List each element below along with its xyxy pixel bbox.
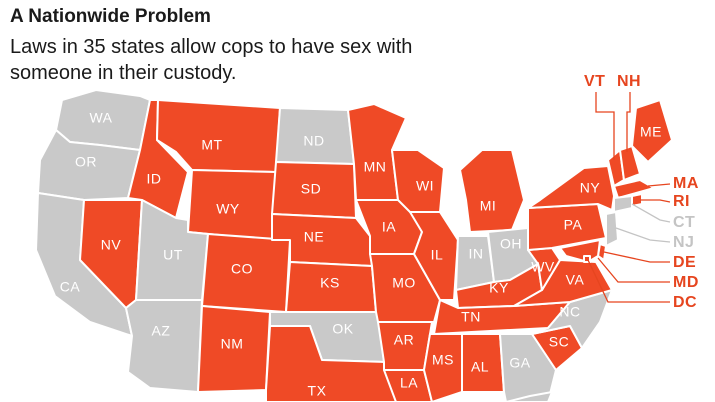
state-label-ga: GA <box>509 355 530 371</box>
state-label-ny: NY <box>580 180 601 196</box>
state-label-nd: ND <box>303 133 324 149</box>
state-label-pa: PA <box>564 217 583 233</box>
state-shape-nj <box>605 211 619 247</box>
map-subtitle: Laws in 35 states allow cops to have sex… <box>10 36 413 84</box>
state-label-va: VA <box>566 272 585 288</box>
state-label-ky: KY <box>489 280 509 296</box>
ext-label-de: DE <box>673 254 696 271</box>
state-shape-mi <box>459 149 525 233</box>
state-label-ia: IA <box>382 219 396 235</box>
state-label-oh: OH <box>500 236 522 252</box>
state-label-mo: MO <box>392 275 416 291</box>
state-shape-la <box>383 369 433 402</box>
leader-line-md <box>597 257 670 283</box>
state-label-ne: NE <box>304 229 324 245</box>
state-shape-me <box>631 99 673 163</box>
state-label-sc: SC <box>549 334 569 350</box>
leader-line-de <box>603 251 670 263</box>
leader-line-vt <box>595 92 615 160</box>
state-label-wv: WV <box>531 259 555 275</box>
state-label-ca: CA <box>60 279 81 295</box>
ext-label-dc: DC <box>673 294 697 311</box>
state-label-sd: SD <box>301 181 321 197</box>
state-label-wa: WA <box>89 110 112 126</box>
leader-line-nh <box>626 92 631 152</box>
leader-line-ri <box>640 199 671 203</box>
state-label-il: IL <box>431 247 444 263</box>
state-label-ok: OK <box>332 321 353 337</box>
ext-label-ma: MA <box>673 175 699 192</box>
ext-label-vt: VT <box>584 73 605 90</box>
state-label-or: OR <box>75 154 97 170</box>
state-label-ar: AR <box>394 332 414 348</box>
leader-line-dc <box>587 259 670 303</box>
state-label-me: ME <box>640 124 662 140</box>
state-label-nc: NC <box>559 304 580 320</box>
state-label-tx: TX <box>308 383 327 399</box>
ext-label-nj: NJ <box>673 234 694 251</box>
state-shape-az <box>125 299 203 393</box>
state-label-nm: NM <box>221 336 244 352</box>
state-shape-al <box>461 333 505 393</box>
state-label-mi: MI <box>480 198 497 214</box>
state-label-ks: KS <box>320 275 340 291</box>
state-shape-il <box>409 211 459 301</box>
state-label-ms: MS <box>432 352 454 368</box>
state-label-tn: TN <box>461 309 481 325</box>
state-label-la: LA <box>400 375 418 391</box>
state-label-in: IN <box>469 246 484 262</box>
state-label-ut: UT <box>163 247 183 263</box>
state-label-wi: WI <box>416 178 434 194</box>
state-label-mt: MT <box>201 137 222 153</box>
ext-label-ct: CT <box>673 214 695 231</box>
state-label-nv: NV <box>101 237 122 253</box>
state-label-wy: WY <box>216 201 240 217</box>
leader-line-ma <box>647 183 671 187</box>
leader-line-ct <box>631 203 671 223</box>
state-shape-nh <box>619 145 641 181</box>
ext-label-md: MD <box>673 274 699 291</box>
state-label-co: CO <box>231 261 253 277</box>
ext-label-ri: RI <box>673 193 690 210</box>
state-shape-ny <box>527 165 615 211</box>
state-label-al: AL <box>471 359 489 375</box>
state-label-az: AZ <box>152 323 171 339</box>
state-shape-fl <box>505 391 553 402</box>
state-shape-ct <box>613 195 633 213</box>
state-label-id: ID <box>147 171 162 187</box>
map-title: A Nationwide Problem <box>10 6 211 27</box>
state-label-mn: MN <box>364 159 387 175</box>
leader-line-nj <box>615 227 671 243</box>
state-shape-ma <box>613 179 655 199</box>
ext-label-nh: NH <box>617 73 641 90</box>
state-shape-ms <box>423 333 463 402</box>
